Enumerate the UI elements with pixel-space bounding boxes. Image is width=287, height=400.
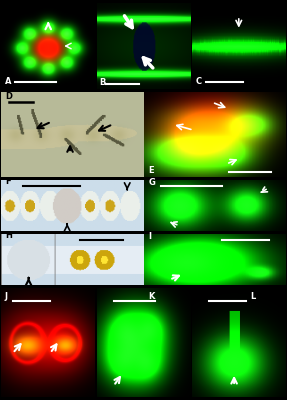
Text: C: C	[196, 77, 202, 86]
Text: F: F	[6, 178, 11, 186]
Text: B: B	[100, 78, 106, 87]
Text: J: J	[4, 292, 7, 301]
Text: G: G	[148, 178, 155, 188]
Text: K: K	[148, 292, 155, 301]
Text: A: A	[5, 77, 12, 86]
Text: D: D	[6, 92, 13, 101]
Text: E: E	[148, 166, 154, 176]
Text: L: L	[250, 292, 255, 301]
Text: I: I	[148, 232, 151, 242]
Text: H: H	[6, 232, 13, 240]
